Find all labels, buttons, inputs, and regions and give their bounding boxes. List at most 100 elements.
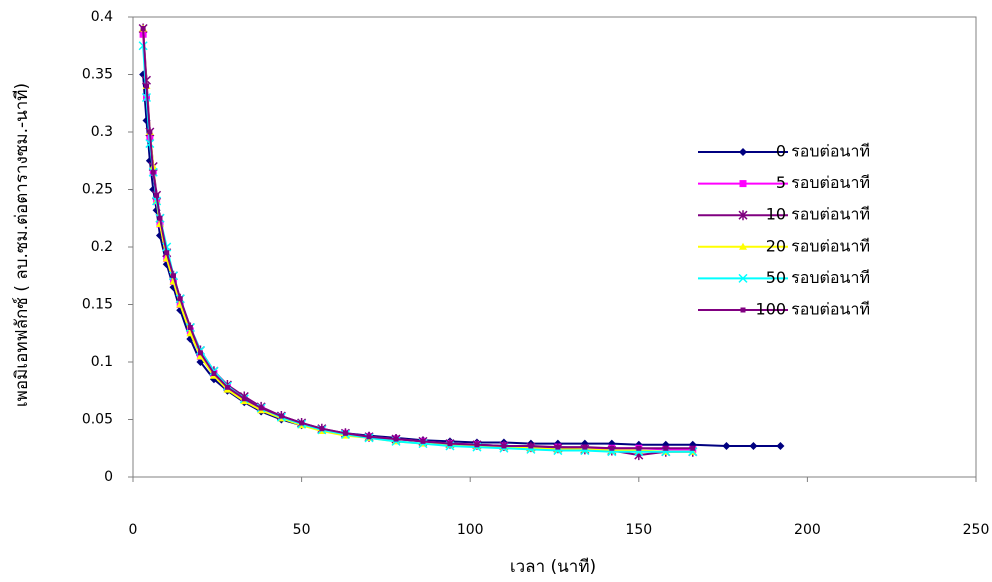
marker-shape bbox=[138, 41, 148, 51]
x-tick-label: 200 bbox=[794, 522, 821, 538]
data-point bbox=[258, 405, 264, 411]
marker-shape bbox=[690, 445, 696, 451]
marker-shape bbox=[154, 192, 160, 198]
marker-shape bbox=[143, 83, 149, 89]
marker-shape bbox=[738, 273, 748, 283]
data-point bbox=[722, 441, 731, 450]
data-point bbox=[154, 192, 160, 198]
marker-shape bbox=[739, 148, 747, 156]
marker-shape bbox=[582, 444, 588, 450]
data-point bbox=[555, 444, 561, 450]
data-point bbox=[776, 441, 785, 450]
legend-label: 50 รอบต่อนาที bbox=[766, 268, 870, 287]
marker-shape bbox=[609, 445, 615, 451]
data-point bbox=[187, 325, 193, 330]
marker-shape bbox=[319, 426, 325, 432]
marker-shape bbox=[258, 405, 264, 411]
x-tick-label: 150 bbox=[625, 522, 652, 538]
data-point bbox=[749, 441, 758, 450]
marker-shape bbox=[241, 396, 247, 402]
marker-shape bbox=[738, 210, 748, 221]
marker-shape bbox=[393, 436, 399, 442]
legend-label: 100 รอบต่อนาที bbox=[756, 300, 870, 319]
series-line bbox=[142, 74, 781, 447]
legend-marker bbox=[739, 242, 747, 250]
marker-shape bbox=[749, 441, 758, 450]
x-tick-label: 100 bbox=[457, 522, 484, 538]
data-point bbox=[663, 445, 669, 451]
marker-shape bbox=[740, 307, 746, 313]
data-point bbox=[211, 371, 217, 376]
data-point bbox=[393, 436, 399, 442]
y-tick-label: 0.2 bbox=[91, 239, 113, 255]
y-tick-label: 0.3 bbox=[91, 124, 113, 140]
marker-shape bbox=[224, 384, 230, 390]
data-point bbox=[150, 169, 156, 175]
data-point bbox=[143, 83, 149, 89]
y-tick-label: 0.05 bbox=[82, 412, 113, 428]
x-tick-label: 250 bbox=[963, 522, 990, 538]
marker-shape bbox=[170, 273, 176, 279]
data-point bbox=[299, 420, 305, 426]
marker-shape bbox=[722, 441, 731, 450]
marker-shape bbox=[447, 441, 453, 447]
marker-shape bbox=[211, 371, 217, 376]
data-point bbox=[342, 430, 348, 436]
legend-marker bbox=[739, 180, 747, 188]
marker-shape bbox=[663, 445, 669, 451]
legend-label: 5 รอบต่อนาที bbox=[776, 173, 870, 192]
data-point bbox=[501, 443, 507, 449]
data-point bbox=[164, 250, 170, 256]
x-axis-title: เวลา (นาที) bbox=[510, 557, 596, 577]
series-line bbox=[142, 28, 693, 450]
legend-label: 20 รอบต่อนาที bbox=[766, 236, 870, 255]
marker-shape bbox=[474, 442, 480, 448]
marker-shape bbox=[366, 434, 372, 440]
y-axis-title: เพอมิเอทฟลักซ์ ( ลบ.ซม.ต่อตารางซม.-นาที) bbox=[12, 83, 32, 407]
data-point bbox=[447, 441, 453, 447]
marker-shape bbox=[420, 438, 426, 444]
x-tick-label: 50 bbox=[293, 522, 311, 538]
data-point bbox=[474, 442, 480, 448]
marker-shape bbox=[636, 445, 642, 451]
y-tick-label: 0.15 bbox=[82, 297, 113, 313]
series-line bbox=[142, 28, 693, 453]
marker-shape bbox=[528, 443, 534, 449]
marker-shape bbox=[278, 413, 284, 419]
legend-marker bbox=[740, 307, 746, 313]
data-point bbox=[162, 242, 172, 252]
marker-shape bbox=[157, 215, 163, 221]
data-point bbox=[140, 26, 146, 31]
data-point bbox=[582, 444, 588, 450]
legend-label: 0 รอบต่อนาที bbox=[776, 142, 870, 161]
marker-shape bbox=[501, 443, 507, 449]
legend-marker bbox=[738, 273, 748, 283]
y-tick-label: 0 bbox=[104, 469, 113, 485]
data-point bbox=[319, 426, 325, 432]
marker-shape bbox=[177, 296, 183, 302]
legend-marker bbox=[739, 148, 747, 156]
marker-shape bbox=[555, 444, 561, 450]
data-point bbox=[636, 445, 642, 451]
marker-shape bbox=[147, 129, 153, 135]
marker-shape bbox=[776, 441, 785, 450]
data-point bbox=[609, 445, 615, 451]
marker-shape bbox=[187, 325, 193, 330]
x-tick-label: 0 bbox=[129, 522, 138, 538]
data-point bbox=[138, 41, 148, 51]
data-point bbox=[197, 350, 203, 356]
marker-shape bbox=[162, 242, 172, 252]
data-point bbox=[690, 445, 696, 451]
data-point bbox=[170, 273, 176, 279]
data-point bbox=[157, 215, 163, 221]
y-tick-label: 0.25 bbox=[82, 182, 113, 198]
marker-shape bbox=[150, 169, 156, 175]
data-point bbox=[177, 296, 183, 302]
legend-label: 10 รอบต่อนาที bbox=[766, 205, 870, 224]
legend-marker bbox=[738, 210, 748, 221]
data-point bbox=[420, 438, 426, 444]
marker-shape bbox=[739, 180, 747, 188]
y-tick-label: 0.4 bbox=[91, 9, 113, 25]
data-point bbox=[278, 413, 284, 419]
